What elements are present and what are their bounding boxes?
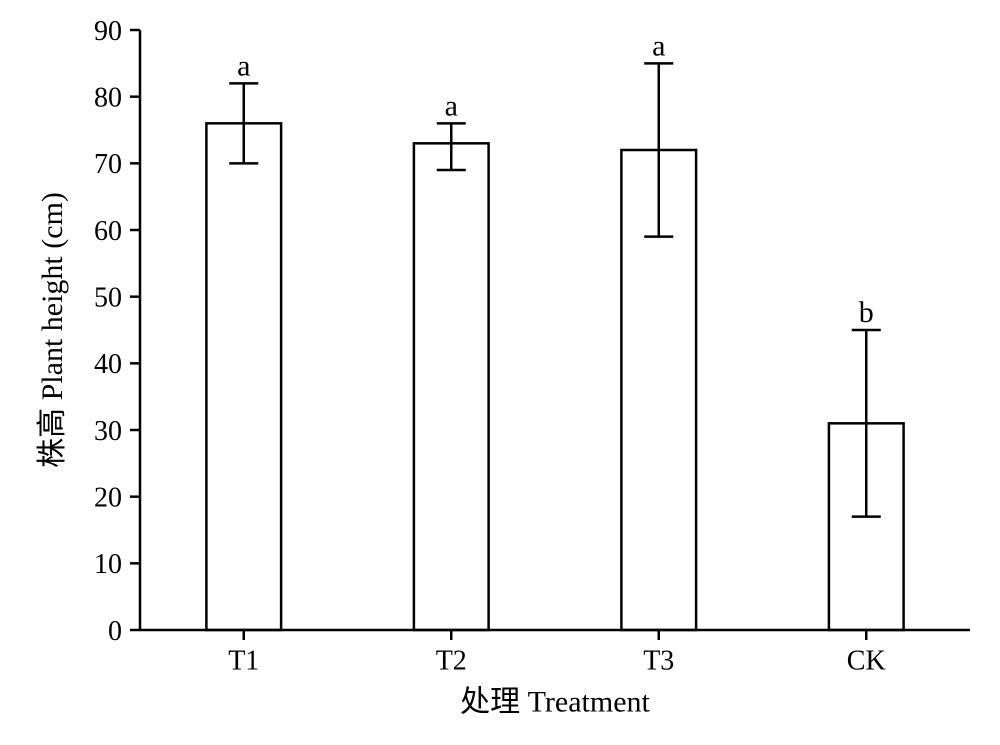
sig-label-T3: a	[652, 29, 665, 62]
ytick-label-20: 20	[94, 482, 122, 513]
chart-svg: a T1 a T2 a T3 b CK 0 10 20 30 40 50 60 70 80 90 株高 Plant …	[0, 0, 1000, 745]
bar-T1	[206, 123, 281, 630]
xtick-label-T2: T2	[436, 645, 467, 676]
sig-label-T2: a	[445, 89, 458, 122]
ytick-label-60: 60	[94, 216, 122, 247]
sig-label-CK: b	[859, 296, 874, 329]
xtick-label-T1: T1	[228, 645, 259, 676]
ytick-label-40: 40	[94, 349, 122, 380]
xtick-label-CK: CK	[847, 645, 886, 676]
ytick-label-90: 90	[94, 16, 122, 47]
chart-background	[0, 0, 1000, 745]
ytick-label-50: 50	[94, 282, 122, 313]
ytick-label-70: 70	[94, 149, 122, 180]
ytick-label-80: 80	[94, 82, 122, 113]
ytick-label-10: 10	[94, 549, 122, 580]
plant-height-bar-chart: a T1 a T2 a T3 b CK 0 10 20 30 40 50 60 70 80 90 株高 Plant …	[0, 0, 1000, 745]
xtick-label-T3: T3	[643, 645, 674, 676]
ytick-label-0: 0	[108, 616, 122, 647]
bar-T2	[414, 143, 489, 630]
sig-label-T1: a	[237, 49, 250, 82]
ytick-label-30: 30	[94, 416, 122, 447]
y-axis-label: 株高 Plant height (cm)	[36, 192, 69, 468]
x-axis-label: 处理 Treatment	[460, 685, 650, 718]
